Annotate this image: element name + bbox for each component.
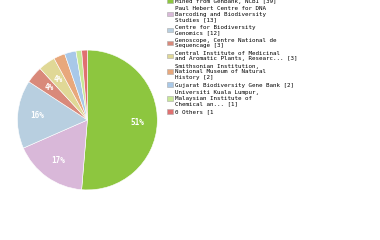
Text: 17%: 17%: [51, 156, 65, 165]
Legend: Mined from GenBank, NCBI [39], Paul Hebert Centre for DNA
Barcoding and Biodiver: Mined from GenBank, NCBI [39], Paul Hebe…: [168, 0, 298, 114]
Wedge shape: [76, 50, 87, 120]
Wedge shape: [29, 69, 87, 120]
Wedge shape: [82, 50, 157, 190]
Text: 51%: 51%: [131, 118, 145, 126]
Wedge shape: [54, 54, 87, 120]
Text: 16%: 16%: [30, 111, 44, 120]
Wedge shape: [40, 59, 87, 120]
Wedge shape: [23, 120, 87, 190]
Text: 4%: 4%: [54, 75, 63, 84]
Text: 4%: 4%: [44, 83, 54, 92]
Wedge shape: [65, 51, 87, 120]
Wedge shape: [17, 82, 87, 148]
Wedge shape: [82, 50, 87, 120]
